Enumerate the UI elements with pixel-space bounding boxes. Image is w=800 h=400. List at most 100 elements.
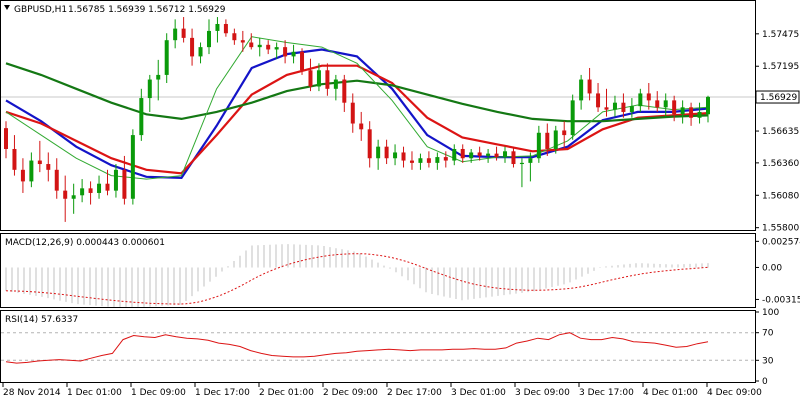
moving-average-line bbox=[5, 64, 709, 175]
candle bbox=[37, 140, 42, 173]
candle-body bbox=[519, 162, 524, 165]
candle-body bbox=[156, 74, 161, 80]
candle bbox=[4, 121, 8, 159]
candle bbox=[156, 59, 161, 101]
time-axis: 28 Nov 2014 1 Dec 01:00 1 Dec 09:00 1 Dec 1… bbox=[2, 383, 762, 398]
candle bbox=[173, 19, 178, 49]
candle-body bbox=[206, 30, 211, 48]
candle-body bbox=[350, 102, 355, 124]
time-tick-label: 2 Dec 17:00 bbox=[387, 388, 442, 398]
rsi-tick-label: 0 bbox=[762, 377, 768, 387]
candle bbox=[240, 30, 245, 52]
candle-body bbox=[536, 132, 541, 159]
candle-body bbox=[316, 70, 321, 87]
time-tick-label: 3 Dec 01:00 bbox=[451, 388, 506, 398]
candle bbox=[105, 169, 110, 196]
macd-tick-label: -0.003153 bbox=[762, 295, 800, 305]
candle-body bbox=[122, 169, 127, 199]
candle-body bbox=[443, 157, 448, 161]
candle-body bbox=[604, 107, 609, 110]
symbol-label: GBPUSD,H1 bbox=[14, 5, 67, 15]
candle bbox=[587, 67, 592, 101]
candle-body bbox=[20, 169, 25, 182]
candle-body bbox=[621, 102, 626, 112]
candle-body bbox=[376, 146, 381, 159]
price-pane[interactable] bbox=[0, 0, 756, 231]
candle bbox=[477, 146, 482, 161]
candle bbox=[308, 58, 313, 92]
candle-body bbox=[553, 130, 558, 149]
candle bbox=[536, 125, 541, 163]
macd-tick-label: 0.00 bbox=[762, 263, 782, 273]
time-tick-label: 1 Dec 09:00 bbox=[131, 388, 186, 398]
candle bbox=[409, 151, 414, 170]
rsi-line bbox=[5, 332, 709, 364]
candle-body bbox=[342, 79, 347, 103]
candle bbox=[545, 123, 550, 156]
candle-body bbox=[426, 158, 431, 163]
candle bbox=[325, 63, 330, 96]
current-price-tag bbox=[755, 90, 800, 104]
candle bbox=[249, 33, 254, 50]
candle bbox=[232, 28, 237, 45]
candle bbox=[663, 93, 668, 117]
candle-body bbox=[139, 98, 144, 136]
ohlc-label: 1.56785 1.56939 1.56712 1.56929 bbox=[68, 5, 226, 15]
candle bbox=[655, 91, 660, 112]
candle-body bbox=[147, 79, 152, 99]
price-tick-label: 1.56360 bbox=[762, 159, 799, 169]
candle bbox=[266, 40, 271, 55]
candle bbox=[257, 37, 262, 57]
collapse-arrow-icon[interactable] bbox=[4, 5, 10, 10]
time-tick-label: 28 Nov 2014 bbox=[3, 388, 61, 398]
candle-body bbox=[164, 40, 169, 75]
candle-body bbox=[198, 47, 203, 57]
candle-body bbox=[469, 152, 474, 159]
candle bbox=[80, 179, 85, 203]
candle bbox=[562, 121, 567, 149]
candle bbox=[469, 148, 474, 163]
candle bbox=[12, 135, 17, 176]
candle-body bbox=[240, 40, 245, 43]
candle bbox=[316, 63, 321, 92]
time-tick-label: 2 Dec 09:00 bbox=[323, 388, 378, 398]
candle-body bbox=[97, 183, 102, 193]
candle-body bbox=[325, 70, 330, 89]
candle bbox=[401, 146, 406, 168]
macd-label: MACD(12,26,9) 0.000443 0.000601 bbox=[5, 238, 165, 248]
candle bbox=[71, 183, 76, 214]
macd-pane[interactable] bbox=[0, 233, 756, 308]
candle bbox=[333, 74, 338, 101]
candle bbox=[494, 146, 499, 161]
candle-body bbox=[232, 33, 237, 41]
candle-body bbox=[88, 188, 93, 193]
candle bbox=[629, 98, 634, 118]
candle-body bbox=[401, 152, 406, 161]
price-tick-label: 1.56635 bbox=[762, 127, 799, 137]
candle-body bbox=[477, 152, 482, 156]
rsi-pane[interactable] bbox=[0, 310, 756, 383]
candle-body bbox=[689, 107, 694, 118]
candle-body bbox=[579, 79, 584, 101]
candle bbox=[384, 139, 389, 165]
candle bbox=[113, 164, 118, 198]
candle-body bbox=[359, 123, 364, 130]
candle bbox=[300, 48, 305, 75]
candle bbox=[46, 152, 51, 182]
candle-body bbox=[130, 135, 135, 199]
candle-body bbox=[511, 151, 516, 165]
candle-body bbox=[663, 100, 668, 108]
price-tick-label: 1.55800 bbox=[762, 224, 799, 234]
candle bbox=[291, 44, 296, 64]
candle-body bbox=[105, 183, 110, 191]
rsi-tick-label: 30 bbox=[762, 356, 774, 366]
candle bbox=[97, 175, 102, 199]
candle-body bbox=[646, 93, 651, 101]
candle-body bbox=[587, 79, 592, 94]
candle-body bbox=[672, 100, 677, 115]
candle bbox=[350, 93, 355, 133]
candle bbox=[181, 17, 186, 43]
macd-signal-line bbox=[5, 253, 709, 305]
candle-body bbox=[435, 157, 440, 163]
